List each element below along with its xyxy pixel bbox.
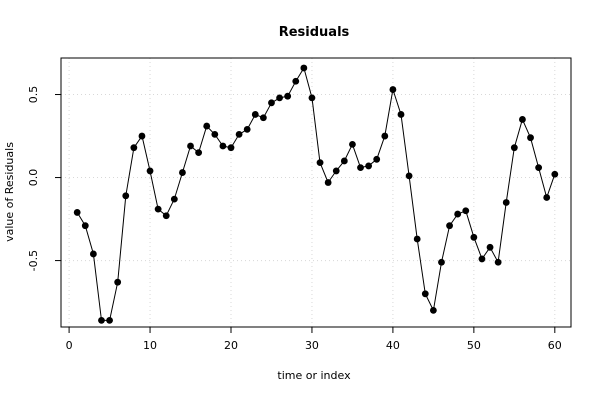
data-point [300,64,308,72]
data-point [389,86,397,93]
data-point [349,140,356,148]
data-point [170,195,178,203]
data-point [308,94,316,102]
data-point [195,149,203,157]
x-axis: 0 10 20 30 40 50 60 [66,326,562,352]
x-tick-label: 50 [467,339,481,352]
data-point [535,164,543,171]
data-point [162,212,170,220]
data-point [235,130,243,138]
data-point [73,209,81,216]
y-axis: -0.5 0.0 0.5 [27,86,62,271]
data-point [373,155,381,163]
data-point [122,192,130,200]
data-point [211,130,219,138]
data-point [316,159,324,167]
data-point [365,162,373,170]
data-point [332,167,340,175]
data-point [462,207,470,215]
data-point [502,199,510,206]
data-point [438,258,445,266]
x-tick-label: 10 [143,339,157,352]
data-point [227,144,235,152]
data-point [98,316,105,324]
data-point [268,99,275,107]
data-point [324,179,332,186]
data-point [357,164,364,171]
data-point [486,243,494,251]
data-point [259,114,267,122]
data-point [381,132,389,140]
data-point [276,94,283,102]
series-residuals [73,64,559,324]
data-point [130,144,138,152]
data-point [510,144,518,152]
data-point [413,235,421,243]
data-point [243,126,251,133]
y-tick-label: 0.0 [27,169,40,187]
data-point [292,77,300,85]
data-point [81,222,89,230]
data-point [284,92,292,100]
x-axis-label: time or index [277,369,351,382]
data-point [551,170,559,178]
data-point [470,233,478,241]
y-tick-label: 0.5 [27,86,40,104]
data-point [138,132,146,140]
series-line [76,66,556,321]
x-tick-label: 30 [305,339,319,352]
data-point [494,258,502,266]
data-point [478,255,486,263]
grid [61,58,571,327]
data-point [114,278,122,286]
data-point [89,250,97,258]
y-axis-label: value of Residuals [3,142,16,242]
data-point [527,134,534,142]
data-point [146,167,154,175]
plot-frame [60,57,572,328]
data-point [519,116,526,123]
data-point [340,157,348,165]
data-point [405,172,413,180]
data-point [543,194,551,201]
data-point [154,205,162,213]
data-point [397,111,405,118]
data-point [251,111,259,118]
x-tick-label: 20 [224,339,238,352]
data-point [219,142,227,150]
data-point [106,316,113,324]
data-point [187,142,194,150]
data-point [421,290,429,298]
data-point [454,210,462,218]
data-point [203,122,211,130]
data-point [179,169,186,176]
chart-title: Residuals [279,25,350,40]
data-point [429,306,437,314]
x-tick-label: 40 [386,339,400,352]
x-tick-label: 60 [548,339,562,352]
x-tick-label: 0 [66,339,73,352]
y-tick-label: -0.5 [27,250,40,271]
data-point [446,222,453,230]
